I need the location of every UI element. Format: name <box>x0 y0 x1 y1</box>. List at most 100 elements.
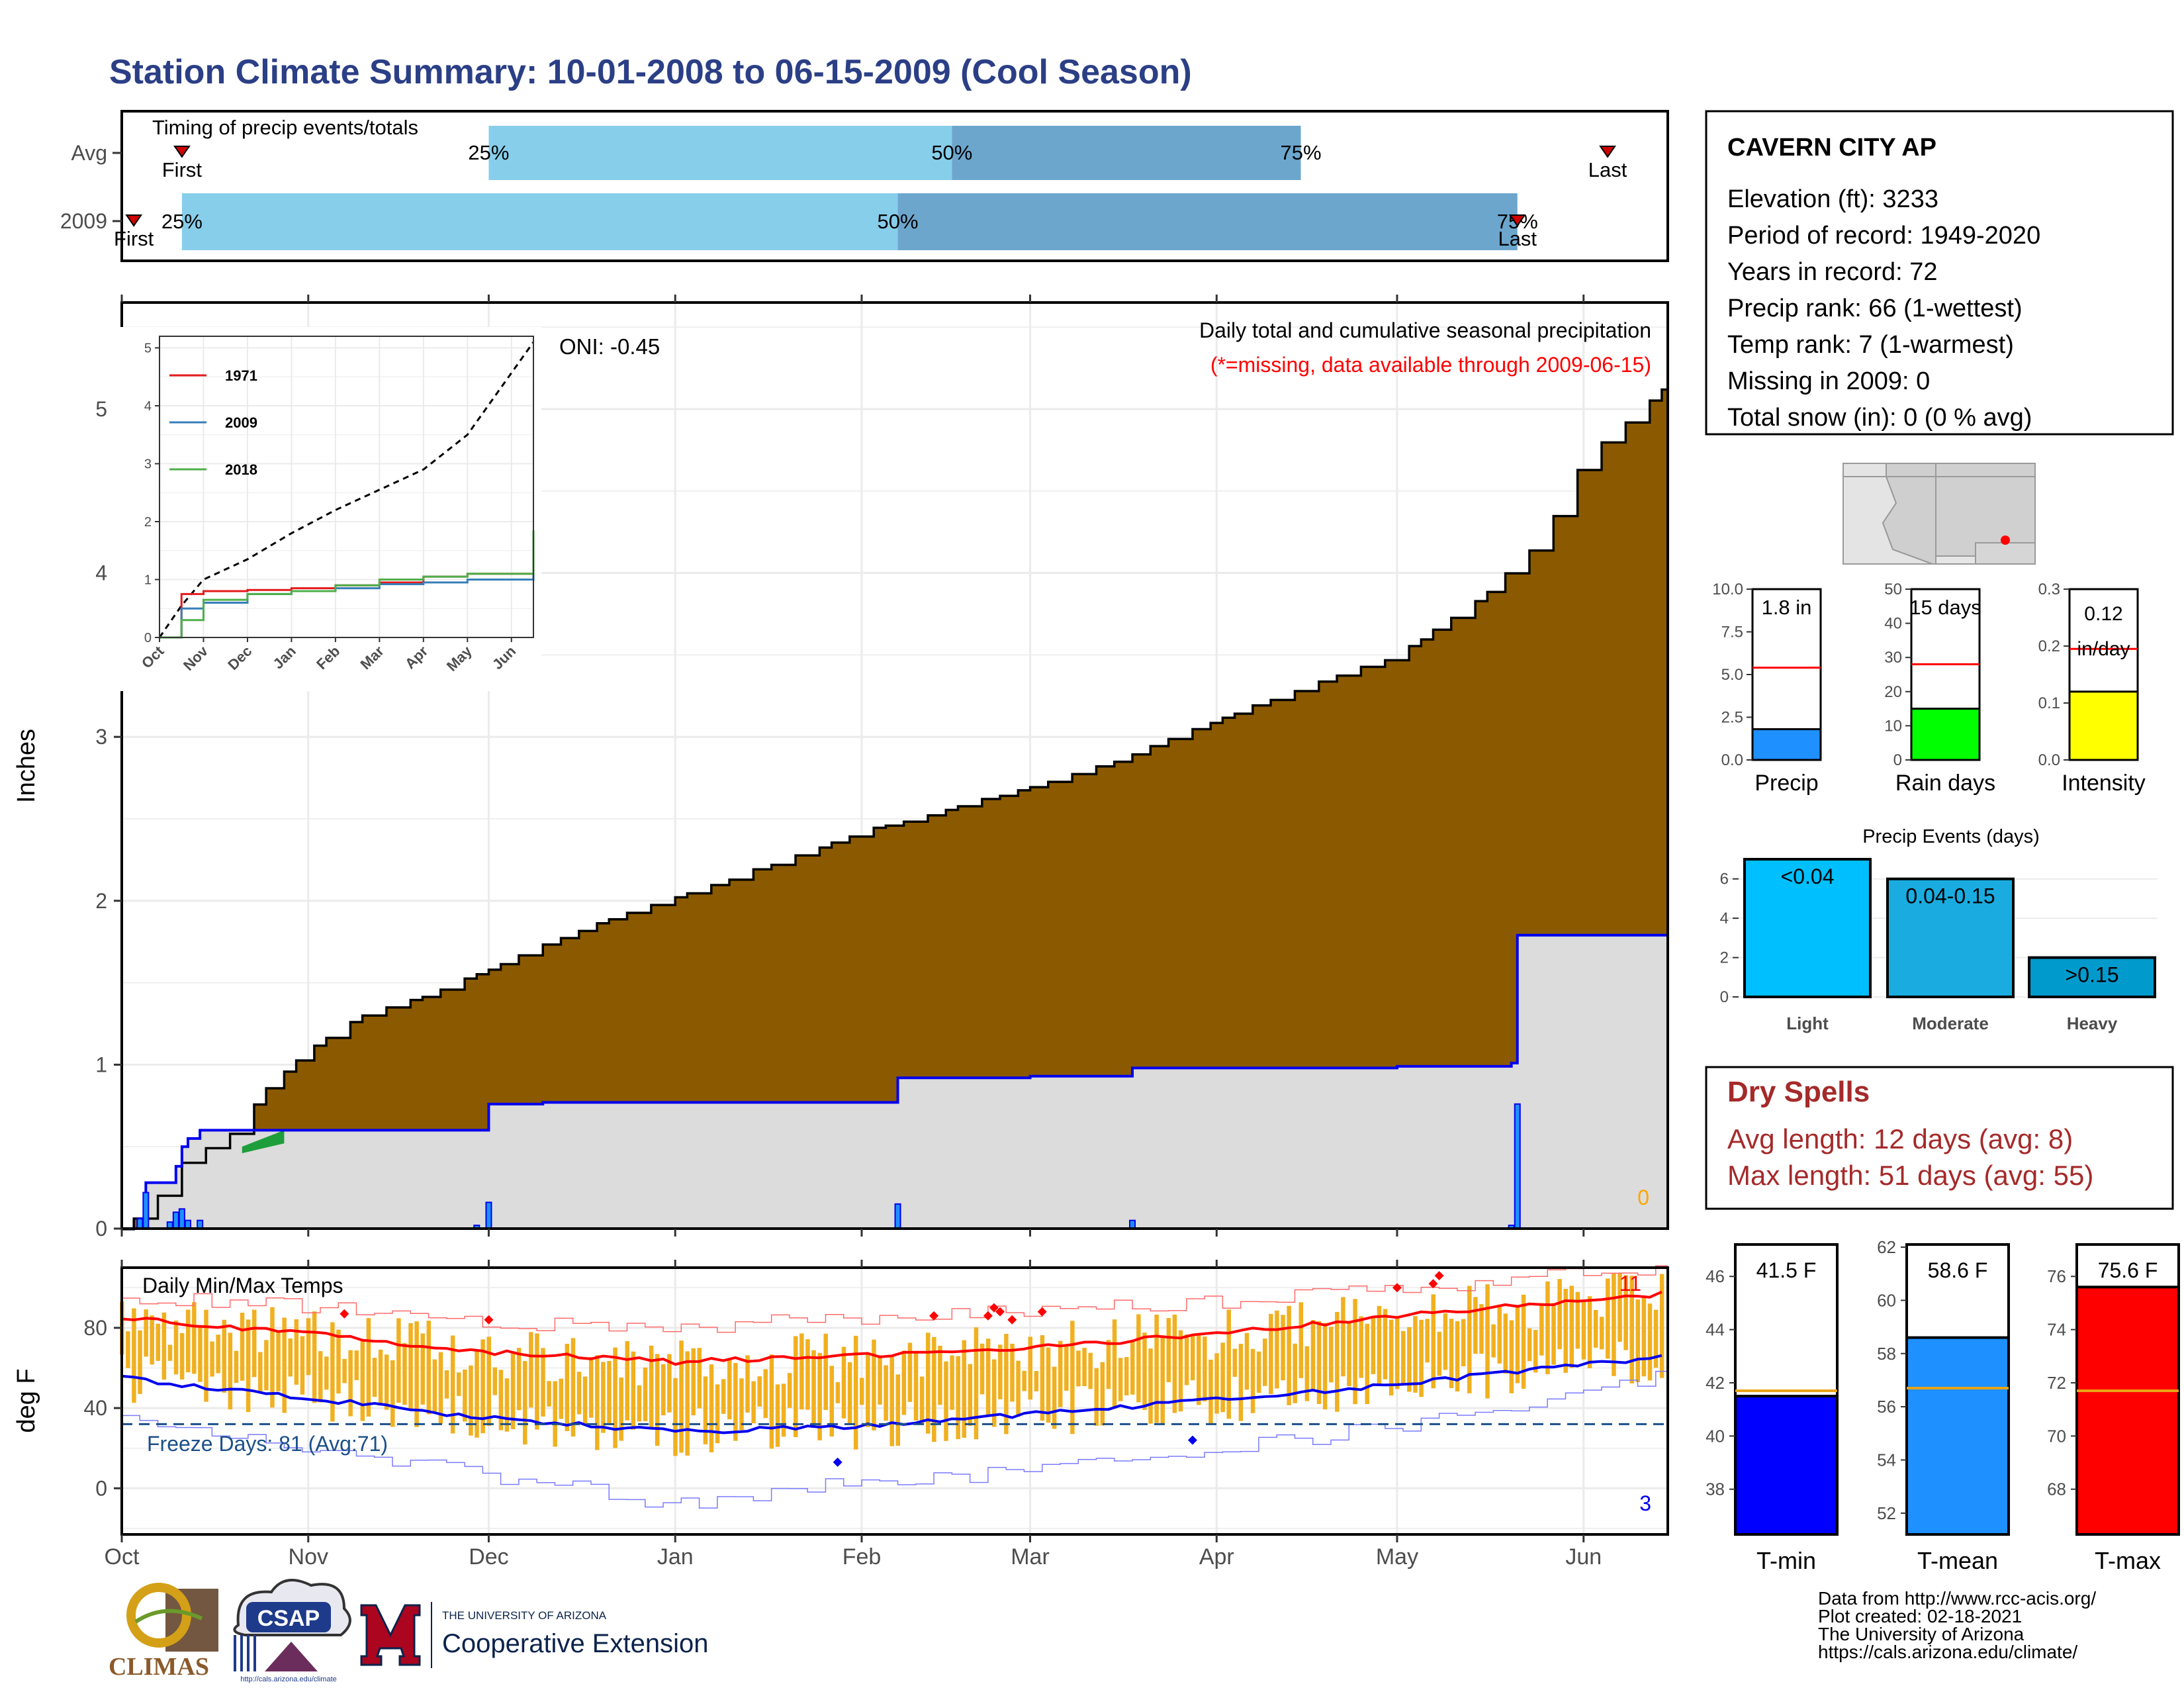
daily-temp-range-bar <box>1004 1334 1009 1434</box>
daily-temp-range-bar <box>228 1333 233 1410</box>
mini-bar-y-tick-label-raindays: 0 <box>1893 751 1902 769</box>
daily-temp-range-bar <box>727 1360 732 1420</box>
daily-temp-range-bar <box>1401 1331 1406 1383</box>
average-max-line <box>121 1290 1662 1366</box>
daily-temp-range-bar <box>432 1359 437 1412</box>
events-category-light: Light <box>1786 1013 1829 1033</box>
daily-temp-range-bar <box>1197 1335 1201 1405</box>
csap-url: http://cals.arizona.edu/climate <box>240 1675 337 1683</box>
mini-bar-y-tick-label-intensity: 0.0 <box>2038 751 2060 769</box>
daily-temp-range-bar <box>1545 1281 1550 1374</box>
daily-temp-range-bar <box>925 1333 931 1434</box>
last-label-Avg: Last <box>1588 158 1627 181</box>
temp-bar-y-tick-label-2: 70 <box>2047 1426 2066 1446</box>
daily-temp-range-bar <box>1467 1286 1472 1393</box>
daily-temp-range-bar <box>1479 1304 1484 1354</box>
daily-temp-range-bar <box>336 1329 341 1394</box>
daily-temp-range-bar <box>522 1361 527 1445</box>
record-max-line <box>122 1265 1668 1333</box>
climas-logo-sun <box>126 1583 191 1648</box>
daily-temp-range-bar <box>318 1351 323 1403</box>
daily-temp-range-bar <box>1413 1316 1418 1393</box>
daily-temp-range-bar <box>1112 1319 1117 1409</box>
daily-temp-range-bar <box>1106 1340 1111 1389</box>
daily-temp-range-bar <box>1275 1310 1279 1389</box>
daily-temp-range-bar <box>619 1377 623 1441</box>
temp-bar-y-tick-label-0: 44 <box>1706 1320 1725 1340</box>
daily-temp-range-bar <box>1184 1334 1189 1385</box>
csap-mountain <box>265 1642 318 1671</box>
inset-background <box>111 327 541 691</box>
daily-temp-range-bar <box>240 1313 245 1381</box>
precip-y-tick-label: 3 <box>95 725 107 749</box>
record-high-marker <box>340 1309 349 1319</box>
daily-temp-range-bar <box>251 1309 257 1378</box>
logos: CLIMAS CSAP http://cals.arizona.edu/clim… <box>109 1579 708 1683</box>
inset-y-tick-label: 0 <box>144 631 152 645</box>
daily-temp-range-bar <box>306 1318 311 1376</box>
daily-temp-range-bar <box>866 1354 870 1427</box>
daily-temp-range-bar <box>1172 1314 1177 1413</box>
temp-bar-category-0: T-min <box>1756 1547 1816 1574</box>
daily-temp-range-bar <box>956 1356 960 1440</box>
daily-temp-range-bar <box>480 1339 485 1434</box>
events-bar-label-moderate: 0.04-0.15 <box>1905 884 1995 908</box>
mini-bar-value-label-precip: 1.8 in <box>1762 596 1812 619</box>
daily-temp-range-bar <box>1612 1272 1616 1376</box>
daily-temp-range-bar <box>985 1338 991 1417</box>
daily-temp-range-bar <box>1178 1330 1183 1412</box>
credit-line-2: Plot created: 02-18-2021 <box>1818 1606 2022 1626</box>
daily-temp-range-bar <box>582 1376 588 1426</box>
timing-label-50-Avg: 50% <box>931 141 972 164</box>
temp-bar-value-label-1: 58.6 F <box>1928 1258 1988 1282</box>
daily-temp-range-bar <box>1232 1348 1238 1377</box>
daily-temp-range-bar <box>1353 1299 1357 1405</box>
daily-temp-range-bar <box>1587 1296 1592 1368</box>
temperature-summary-bars: 38 40 42 44 46 41.5 F T-min 52 54 56 58 60 62 58.6 F T… <box>1706 1237 2180 1574</box>
daily-temp-range-bar <box>1497 1305 1502 1364</box>
inset-line-2018 <box>159 530 535 639</box>
daily-temp-range-bar <box>486 1336 491 1426</box>
temp-bar-y-tick-label-2: 76 <box>2047 1266 2066 1286</box>
daily-temp-range-bar <box>576 1372 582 1415</box>
station-line-elevation: Elevation (ft): 3233 <box>1727 185 1938 213</box>
daily-temp-range-bar <box>529 1332 533 1408</box>
daily-temp-range-bar <box>1425 1319 1430 1363</box>
month-tick-label: Nov <box>289 1544 328 1570</box>
csap-badge <box>246 1602 331 1632</box>
temp-bar-y-tick-label-0: 46 <box>1706 1266 1725 1286</box>
daily-temp-range-bar <box>457 1372 461 1396</box>
inset-y-tick-label: 2 <box>144 515 152 530</box>
daily-temp-range-bar <box>872 1339 876 1430</box>
daily-temp-range-bar <box>1220 1342 1225 1413</box>
daily-temp-range-bar <box>1118 1358 1123 1401</box>
mini-bar-category-intensity: Intensity <box>2062 771 2146 796</box>
daily-temp-range-bar <box>1527 1328 1532 1362</box>
mini-bar-category-raindays: Rain days <box>1895 771 1995 796</box>
daily-temp-range-bar <box>1503 1313 1508 1374</box>
daily-temp-range-bar <box>643 1367 648 1421</box>
daily-precip-bar <box>136 1218 144 1229</box>
daily-temp-range-bar <box>1052 1366 1057 1429</box>
daily-temp-range-bar <box>884 1365 888 1421</box>
daily-temp-range-bar <box>1539 1303 1544 1356</box>
daily-temp-range-bar <box>366 1318 371 1417</box>
daily-temp-range-bar <box>1281 1315 1285 1381</box>
daily-temp-range-bar <box>853 1335 858 1450</box>
daily-temp-range-bar <box>450 1335 455 1434</box>
daily-temp-range-bar <box>1148 1348 1153 1424</box>
daily-temp-range-bar <box>144 1309 148 1357</box>
inset-line-cumulative-average <box>158 341 535 638</box>
month-tick-label: Apr <box>1199 1544 1234 1570</box>
record-high-marker <box>929 1311 939 1321</box>
temp-bar-y-tick-label-1: 52 <box>1877 1503 1896 1523</box>
daily-temp-range-bar <box>1407 1327 1412 1392</box>
daily-temp-range-bar <box>998 1344 1003 1399</box>
daily-temp-range-bar <box>1100 1362 1105 1426</box>
daily-temp-range-bar <box>1124 1357 1129 1395</box>
station-line-years: Years in record: 72 <box>1727 258 1938 286</box>
record-high-marker <box>983 1311 993 1321</box>
daily-temp-range-bar <box>1190 1334 1195 1381</box>
